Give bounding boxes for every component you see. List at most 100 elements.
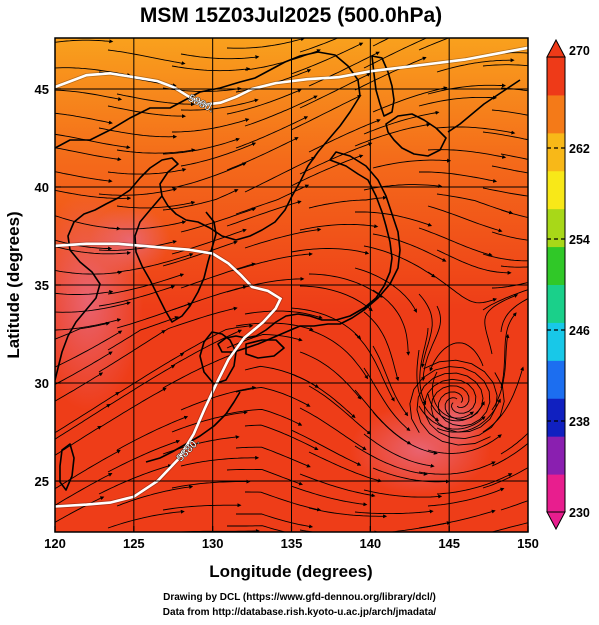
streamline: [290, 95, 362, 131]
coastline-japan-hokkaido: [385, 113, 447, 157]
colorbar-label: 238: [569, 415, 590, 429]
streamline: [354, 509, 434, 515]
streamline: [290, 373, 356, 419]
y-tick-label: 30: [35, 376, 49, 391]
streamline: [308, 51, 380, 87]
colorbar-segment: [547, 436, 565, 475]
streamline: [98, 330, 166, 373]
streamline: [290, 307, 362, 340]
streamline: [162, 189, 239, 211]
streamline: [299, 223, 379, 231]
streamline: [363, 38, 428, 69]
x-tick-label: 150: [517, 536, 539, 551]
streamline: [363, 184, 443, 191]
streamline: [372, 345, 409, 417]
streamline: [55, 321, 110, 340]
streamline: [98, 127, 178, 139]
streamline: [245, 491, 322, 512]
streamline: [235, 386, 311, 407]
coastlines: [55, 51, 521, 491]
streamline: [418, 38, 451, 51]
streamline: [436, 249, 512, 275]
streamline: [107, 273, 185, 295]
streamline: [427, 393, 485, 422]
streamline: [290, 429, 362, 466]
streamline: [226, 137, 299, 171]
streamline: [235, 446, 311, 468]
colorbar-segment: [547, 246, 565, 285]
y-tick-label: 40: [35, 180, 49, 195]
streamline: [244, 227, 322, 249]
streamline: [55, 425, 102, 456]
colorbar-extend-min: [546, 511, 566, 531]
streamline: [227, 525, 288, 532]
streamline: [500, 209, 528, 219]
cyclone-spiral: [423, 372, 505, 440]
streamline: [491, 165, 528, 174]
streamline: [55, 290, 114, 295]
streamline: [116, 302, 192, 329]
streamline: [107, 49, 186, 66]
streamline: [180, 207, 257, 233]
streamline: [491, 109, 528, 116]
streamline: [226, 38, 305, 49]
colorbar-label: 262: [569, 142, 590, 156]
streamline: [55, 449, 121, 490]
streamline: [226, 408, 303, 426]
colorbar-segment: [547, 474, 565, 513]
streamline: [55, 330, 123, 368]
streamline: [244, 95, 318, 127]
streamline: [482, 64, 528, 67]
streamline: [482, 467, 528, 489]
streamline: [226, 89, 302, 115]
streamline: [491, 231, 528, 241]
streamline: [500, 500, 528, 511]
streamline: [55, 372, 104, 402]
streamline: [372, 411, 438, 455]
coastline-kurils: [447, 79, 521, 133]
streamline: [372, 158, 452, 169]
colorbar-segment: [547, 208, 565, 248]
colorbar-segment: [547, 57, 565, 96]
streamline: [236, 513, 314, 529]
streamline: [171, 65, 251, 72]
streamline: [171, 479, 251, 489]
coastline-taiwan: [59, 443, 75, 491]
coastline-asia-mainland: [55, 51, 361, 381]
streamline: [171, 410, 248, 433]
streamline: [116, 253, 194, 273]
streamline: [290, 42, 364, 75]
streamline: [363, 489, 443, 499]
x-tick-label: 135: [281, 536, 303, 551]
streamline: [55, 215, 121, 231]
streamline: [418, 227, 493, 257]
y-tick-label: 25: [35, 474, 49, 489]
streamline: [171, 162, 247, 189]
streamline: [116, 485, 194, 507]
streamline: [107, 364, 176, 407]
streamline: [500, 265, 528, 268]
streamline: [500, 298, 528, 333]
streamline: [55, 269, 123, 275]
coastline-sakhalin: [371, 55, 395, 117]
streamline: [418, 509, 496, 529]
streamline: [180, 53, 260, 60]
colorbar-extend-max: [546, 38, 566, 58]
streamline: [354, 56, 427, 91]
streamline: [235, 116, 309, 149]
streamline: [55, 171, 113, 183]
streamline: [482, 253, 528, 262]
x-tick-label: 145: [438, 536, 460, 551]
streamline: [55, 473, 113, 506]
streamline: [55, 89, 123, 101]
streamline: [299, 473, 376, 498]
streamline: [491, 442, 528, 467]
coastline-korea: [134, 195, 217, 323]
coastline-japan-kyushu: [199, 331, 237, 385]
streamline: [363, 311, 400, 382]
colorbar-label: 246: [569, 324, 590, 338]
streamline: [484, 294, 519, 355]
streamline: [180, 98, 259, 111]
colorbar-segment: [547, 170, 565, 210]
streamline: [308, 329, 369, 380]
